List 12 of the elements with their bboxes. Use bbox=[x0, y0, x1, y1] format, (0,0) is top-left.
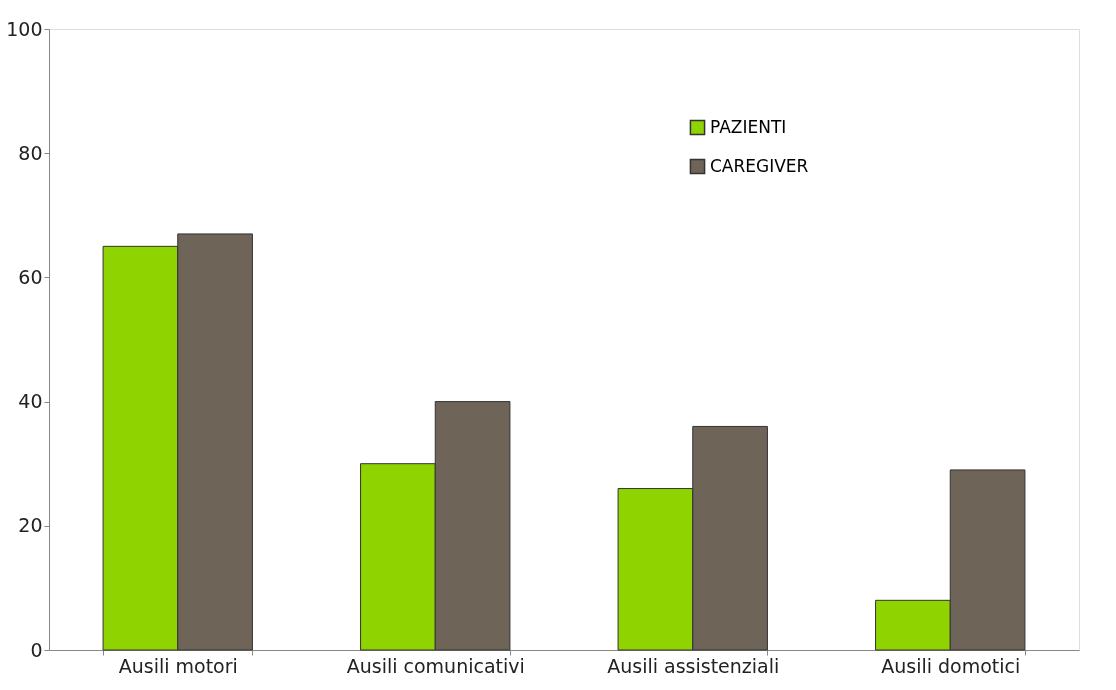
x-tick-label: Ausili motori bbox=[118, 654, 238, 677]
y-tick-label: 40 bbox=[18, 390, 43, 413]
y-tick-label: 0 bbox=[30, 638, 43, 661]
y-tick-label: 60 bbox=[18, 265, 43, 288]
y-tick-label: 20 bbox=[18, 514, 43, 537]
legend-label: CAREGIVER bbox=[710, 155, 809, 176]
x-tick-label: Ausili assistenziali bbox=[607, 654, 780, 677]
x-tick-label: Ausili domotici bbox=[881, 654, 1021, 677]
y-tick-label: 100 bbox=[6, 17, 43, 40]
legend-label: PAZIENTI bbox=[710, 116, 787, 137]
x-tick-label: Ausili comunicativi bbox=[346, 654, 525, 677]
y-tick-label: 80 bbox=[18, 141, 43, 164]
